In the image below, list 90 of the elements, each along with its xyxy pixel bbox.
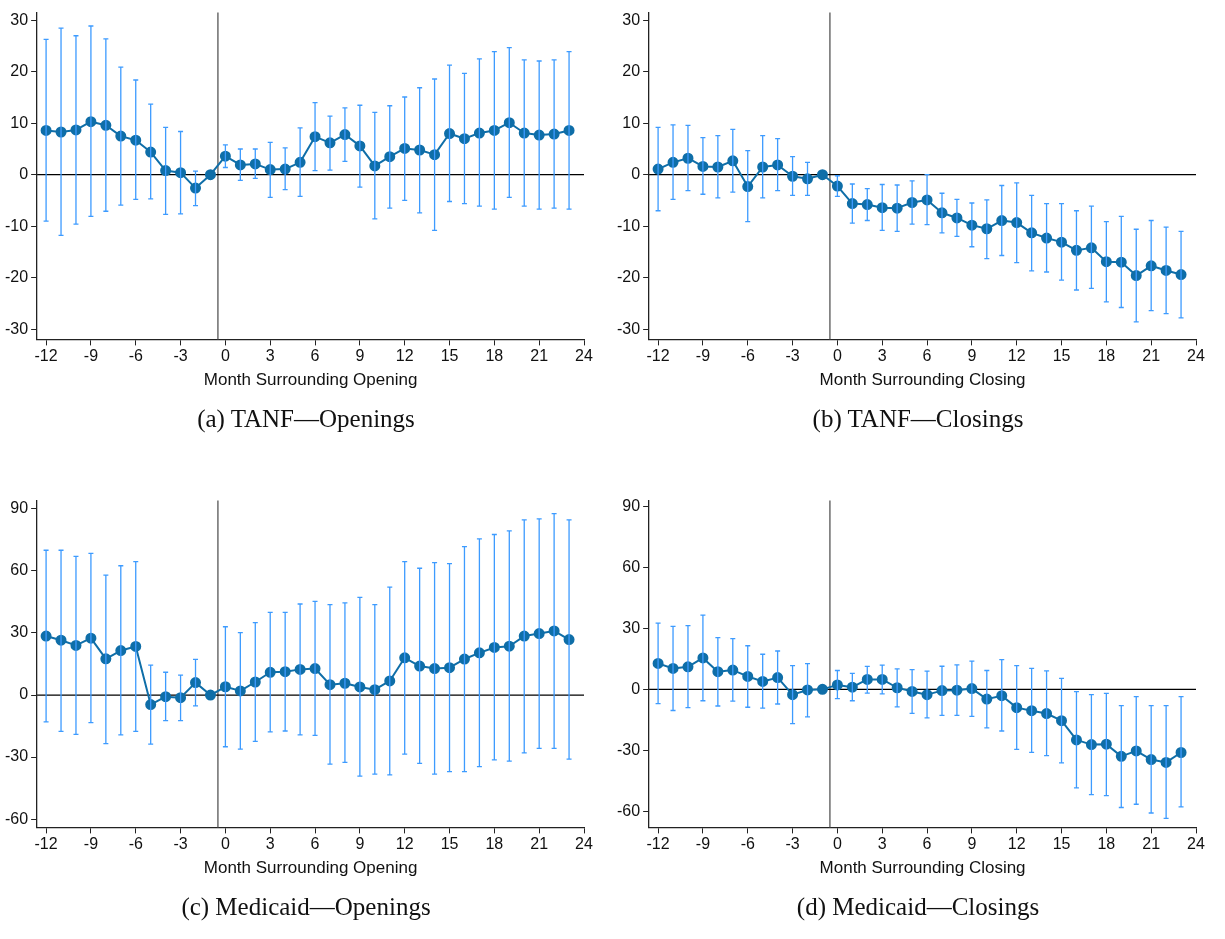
x-tick-label: 9 <box>967 347 977 365</box>
y-tick-label: 10 <box>622 113 641 131</box>
y-tick-label: -30 <box>5 747 29 765</box>
x-tick-label: 0 <box>832 835 842 853</box>
x-tick-label: 24 <box>575 835 593 853</box>
point <box>816 169 828 181</box>
point <box>204 689 216 701</box>
x-tick-label: 18 <box>485 347 504 365</box>
x-tick-label: -3 <box>173 835 188 853</box>
x-tick-label: -6 <box>128 835 143 853</box>
y-tick-label: 90 <box>10 499 29 517</box>
text: (d) Medicaid—Closings <box>795 893 1041 921</box>
x-tick-label: -12 <box>34 347 58 365</box>
x-tick-label: -9 <box>695 835 711 853</box>
y-tick-label: 0 <box>19 165 29 183</box>
x-axis-title: Month Surrounding Closing <box>819 370 1026 390</box>
x-tick-label: -9 <box>695 347 711 365</box>
text: (c) Medicaid—Openings <box>180 893 432 921</box>
x-tick-label: -9 <box>83 347 99 365</box>
y-tick-label: 60 <box>622 557 641 575</box>
y-tick-label: -20 <box>5 268 29 286</box>
x-tick-label: 15 <box>1052 835 1071 853</box>
y-tick-label: -10 <box>5 216 29 234</box>
x-tick-label: 21 <box>1142 347 1161 365</box>
x-tick-label: -12 <box>646 347 670 365</box>
x-tick-label: -3 <box>785 835 800 853</box>
y-tick-label: -60 <box>5 809 29 827</box>
x-tick-label: 21 <box>530 835 549 853</box>
x-tick-label: 15 <box>1052 347 1071 365</box>
y-tick-label: 30 <box>622 618 641 636</box>
x-tick-label: 12 <box>1007 347 1026 365</box>
y-tick-label: -30 <box>617 319 641 337</box>
x-tick-label: 24 <box>575 347 593 365</box>
x-tick-label: 12 <box>1007 835 1026 853</box>
x-axis-title: Month Surrounding Opening <box>203 370 418 390</box>
x-tick-label: 15 <box>440 835 459 853</box>
x-axis-title: Month Surrounding Opening <box>203 858 418 878</box>
y-tick-label: -30 <box>5 319 29 337</box>
x-tick-label: 12 <box>395 835 414 853</box>
y-tick-label: 30 <box>622 10 641 28</box>
x-tick-label: 9 <box>355 347 365 365</box>
text: (b) TANF—Closings <box>811 405 1025 433</box>
x-tick-label: 6 <box>922 835 932 853</box>
y-tick-label: 20 <box>622 62 641 80</box>
x-tick-label: 6 <box>310 835 320 853</box>
x-tick-label: 18 <box>1097 835 1116 853</box>
y-tick-label: 30 <box>10 623 29 641</box>
x-tick-label: -3 <box>785 347 800 365</box>
x-tick-label: 0 <box>220 835 230 853</box>
x-tick-label: 24 <box>1187 347 1205 365</box>
x-tick-label: -3 <box>173 347 188 365</box>
y-tick-label: 90 <box>622 497 641 515</box>
x-tick-label: 21 <box>530 347 549 365</box>
x-tick-label: 3 <box>265 835 275 853</box>
y-tick-label: 0 <box>19 685 29 703</box>
x-tick-label: 24 <box>1187 835 1205 853</box>
y-tick-label: 0 <box>631 679 641 697</box>
text: (a) TANF—Openings <box>196 405 416 433</box>
y-tick-label: 30 <box>10 10 29 28</box>
x-tick-label: 0 <box>832 347 842 365</box>
point <box>816 683 828 695</box>
x-axis-title: Month Surrounding Closing <box>819 858 1026 878</box>
x-tick-label: 21 <box>1142 835 1161 853</box>
x-tick-label: 6 <box>310 347 320 365</box>
x-tick-label: -12 <box>646 835 670 853</box>
x-tick-label: -9 <box>83 835 99 853</box>
x-tick-label: 12 <box>395 347 414 365</box>
point <box>204 169 216 181</box>
y-tick-label: 20 <box>10 62 29 80</box>
x-tick-label: 3 <box>877 347 887 365</box>
x-tick-label: -12 <box>34 835 58 853</box>
x-tick-label: 9 <box>355 835 365 853</box>
y-tick-label: 10 <box>10 113 29 131</box>
y-tick-label: -20 <box>617 268 641 286</box>
x-tick-label: -6 <box>740 835 755 853</box>
y-tick-label: -60 <box>617 801 641 819</box>
y-tick-label: -10 <box>617 216 641 234</box>
x-tick-label: 18 <box>1097 347 1116 365</box>
x-tick-label: 0 <box>220 347 230 365</box>
x-tick-label: 6 <box>922 347 932 365</box>
x-tick-label: 18 <box>485 835 504 853</box>
x-tick-label: 3 <box>877 835 887 853</box>
y-tick-label: 0 <box>631 165 641 183</box>
y-tick-label: -30 <box>617 740 641 758</box>
y-tick-label: 60 <box>10 561 29 579</box>
x-tick-label: -6 <box>740 347 755 365</box>
x-tick-label: 3 <box>265 347 275 365</box>
x-tick-label: 15 <box>440 347 459 365</box>
x-tick-label: -6 <box>128 347 143 365</box>
x-tick-label: 9 <box>967 835 977 853</box>
